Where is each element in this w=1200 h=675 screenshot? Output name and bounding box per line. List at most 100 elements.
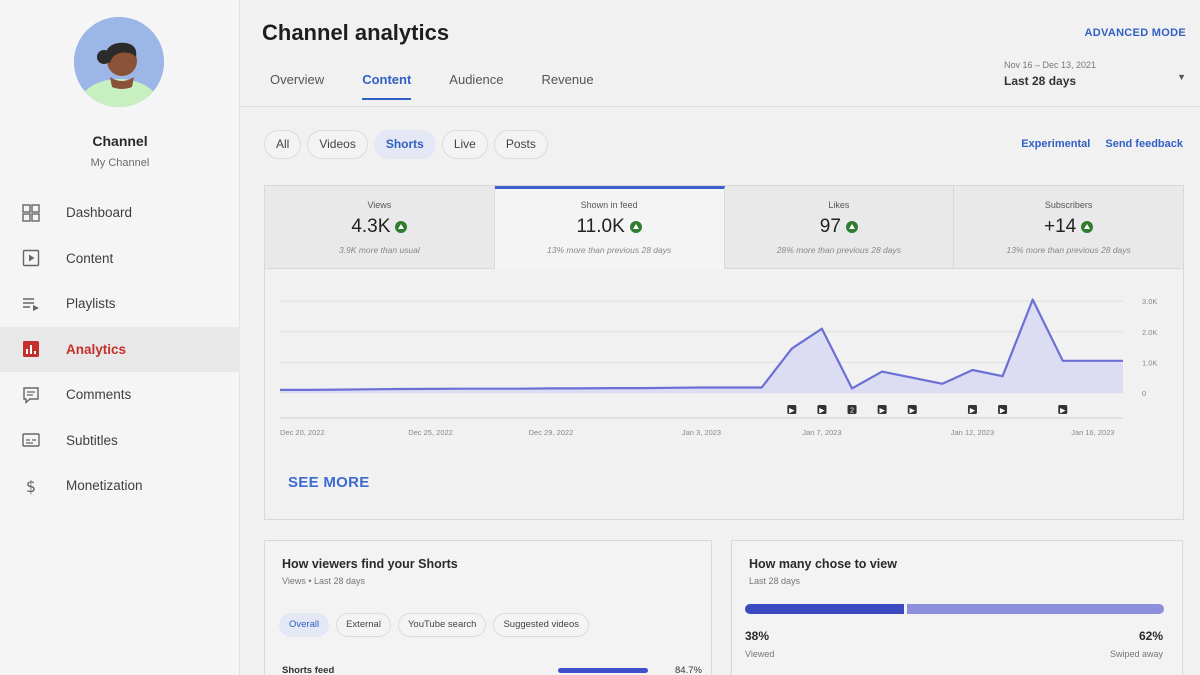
sidebar-item-label: Dashboard <box>66 205 133 221</box>
sidebar-item-subtitles[interactable]: Subtitles <box>0 418 240 464</box>
sidebar-item-comments[interactable]: Comments <box>0 372 240 418</box>
x-tick-label: Jan 3, 2023 <box>682 428 721 437</box>
sidebar-item-label: Playlists <box>66 296 116 312</box>
viewed-label: Viewed <box>745 649 775 659</box>
comments-icon <box>22 386 40 404</box>
content-icon <box>22 249 40 267</box>
shown-in-feed-chart[interactable]: 3.0K 2.0K 1.0K 0 ▶ ▶ 2 ▶ ▶ ▶ ▶ ▶ Dec 20, 2022 Dec 25,… <box>265 270 1183 450</box>
card-title: How viewers find your Shorts <box>282 557 458 571</box>
metric-label: Subscribers <box>1044 200 1093 210</box>
short-upload-marker <box>967 405 977 414</box>
short-upload-marker <box>998 405 1008 414</box>
metric-value-text: 4.3K <box>351 216 391 237</box>
y-tick-label: 1.0K <box>1142 358 1157 367</box>
short-upload-marker <box>907 405 917 414</box>
viewed-percent: 38% <box>745 629 770 643</box>
caret-down-icon: ▼ <box>1177 72 1186 82</box>
tab-content[interactable]: Content <box>362 72 412 100</box>
tab-overview[interactable]: Overview <box>270 72 325 87</box>
sidebar-item-label: Monetization <box>66 478 143 494</box>
analytics-tabs: Overview Content Audience Revenue <box>270 72 632 100</box>
card-subtitle: Last 28 days <box>749 576 801 586</box>
sidebar-item-monetization[interactable]: $ Monetization <box>0 463 240 509</box>
x-tick-label: Jan 16, 2023 <box>1071 428 1114 437</box>
x-tick-label: Dec 29, 2022 <box>529 428 574 437</box>
analytics-icon <box>22 340 40 358</box>
traffic-row-bar <box>558 668 648 673</box>
date-range-text: Nov 16 – Dec 13, 2021 <box>1004 60 1097 70</box>
marker-count: 2 <box>850 408 854 415</box>
sidebar-item-analytics[interactable]: Analytics <box>0 326 240 372</box>
short-upload-marker <box>877 405 887 414</box>
x-tick-label: Dec 25, 2022 <box>408 428 453 437</box>
playlists-icon <box>22 295 40 313</box>
sidebar-item-label: Subtitles <box>66 432 118 448</box>
main-content: Channel analytics ADVANCED MODE Overview… <box>240 0 1200 675</box>
sidebar-item-label: Content <box>66 250 114 266</box>
marker-count: ▶ <box>910 408 916 415</box>
sidebar: Channel My Channel Dashboard Content Pla… <box>0 0 240 675</box>
metric-likes[interactable]: Likes 97 28% more than previous 28 days <box>724 186 955 269</box>
metric-tabs: Views 4.3K 3.9K more than usual Shown in… <box>265 186 1183 269</box>
channel-avatar[interactable] <box>74 17 164 107</box>
metric-subscribers[interactable]: Subscribers +14 13% more than previous 2… <box>954 186 1183 269</box>
marker-count: ▶ <box>879 408 885 415</box>
tab-revenue[interactable]: Revenue <box>541 72 594 87</box>
metric-value-text: 97 <box>819 216 841 237</box>
send-feedback-link[interactable]: Send feedback <box>1105 138 1183 150</box>
sidebar-item-content[interactable]: Content <box>0 236 240 282</box>
traffic-chips: Overall External YouTube search Suggeste… <box>279 613 596 637</box>
chip-suggested-videos[interactable]: Suggested videos <box>493 613 589 637</box>
metric-shown-in-feed[interactable]: Shown in feed 11.0K 13% more than previo… <box>494 186 725 269</box>
chip-posts[interactable]: Posts <box>493 130 548 159</box>
traffic-row-value: 84.7% <box>675 665 702 675</box>
viewed-vs-swiped-card: How many chose to view Last 28 days 38% … <box>731 540 1183 675</box>
short-upload-marker <box>847 405 857 414</box>
chip-shorts[interactable]: Shorts <box>373 130 436 159</box>
series-area <box>280 299 1123 393</box>
metric-value: +14 <box>954 216 1183 238</box>
subtitles-icon <box>22 431 40 449</box>
y-tick-label: 0 <box>1142 389 1146 398</box>
metric-label: Shown in feed <box>580 200 638 210</box>
chip-external[interactable]: External <box>336 613 391 637</box>
viewed-segment <box>745 604 905 614</box>
trend-up-icon <box>1081 221 1094 233</box>
chip-youtube-search[interactable]: YouTube search <box>397 613 487 637</box>
swiped-segment <box>907 604 1164 614</box>
metric-label: Views <box>367 200 392 210</box>
trend-up-icon <box>395 221 408 233</box>
tab-audience[interactable]: Audience <box>449 72 504 87</box>
chip-overall[interactable]: Overall <box>279 613 330 637</box>
monetization-icon: $ <box>22 477 40 495</box>
traffic-row-label: Shorts feed <box>282 665 335 675</box>
chip-videos[interactable]: Videos <box>307 130 368 159</box>
metric-value: 11.0K <box>495 216 724 238</box>
marker-count: ▶ <box>1060 408 1066 415</box>
short-upload-marker <box>787 405 797 414</box>
metric-value: 97 <box>725 216 954 238</box>
metric-note: 13% more than previous 28 days <box>1006 245 1131 255</box>
sidebar-nav: Dashboard Content Playlists Analytics Co… <box>0 190 240 509</box>
card-subtitle: Views • Last 28 days <box>282 576 366 586</box>
chip-all[interactable]: All <box>264 130 302 159</box>
chip-live[interactable]: Live <box>441 130 488 159</box>
short-upload-marker <box>817 405 827 414</box>
see-more-button[interactable]: SEE MORE <box>288 474 370 491</box>
x-tick-label: Jan 12, 2023 <box>951 428 994 437</box>
advanced-mode-link[interactable]: ADVANCED MODE <box>1084 27 1186 39</box>
swiped-percent: 62% <box>1138 629 1163 643</box>
marker-count: ▶ <box>789 408 795 415</box>
sidebar-item-playlists[interactable]: Playlists <box>0 281 240 327</box>
analytics-card: Views 4.3K 3.9K more than usual Shown in… <box>264 185 1184 520</box>
trend-up-icon <box>629 221 642 233</box>
experimental-link[interactable]: Experimental <box>1021 138 1091 150</box>
series-line <box>280 298 1123 391</box>
metric-views[interactable]: Views 4.3K 3.9K more than usual <box>265 186 495 269</box>
sidebar-item-dashboard[interactable]: Dashboard <box>0 190 240 236</box>
content-type-chips: All Videos Shorts Live Posts <box>264 130 554 159</box>
marker-count: ▶ <box>819 408 825 415</box>
date-range-label: Last 28 days <box>1004 74 1077 88</box>
date-range-picker[interactable]: Nov 16 – Dec 13, 2021 Last 28 days ▼ <box>1004 60 1190 88</box>
svg-text:$: $ <box>26 477 36 495</box>
